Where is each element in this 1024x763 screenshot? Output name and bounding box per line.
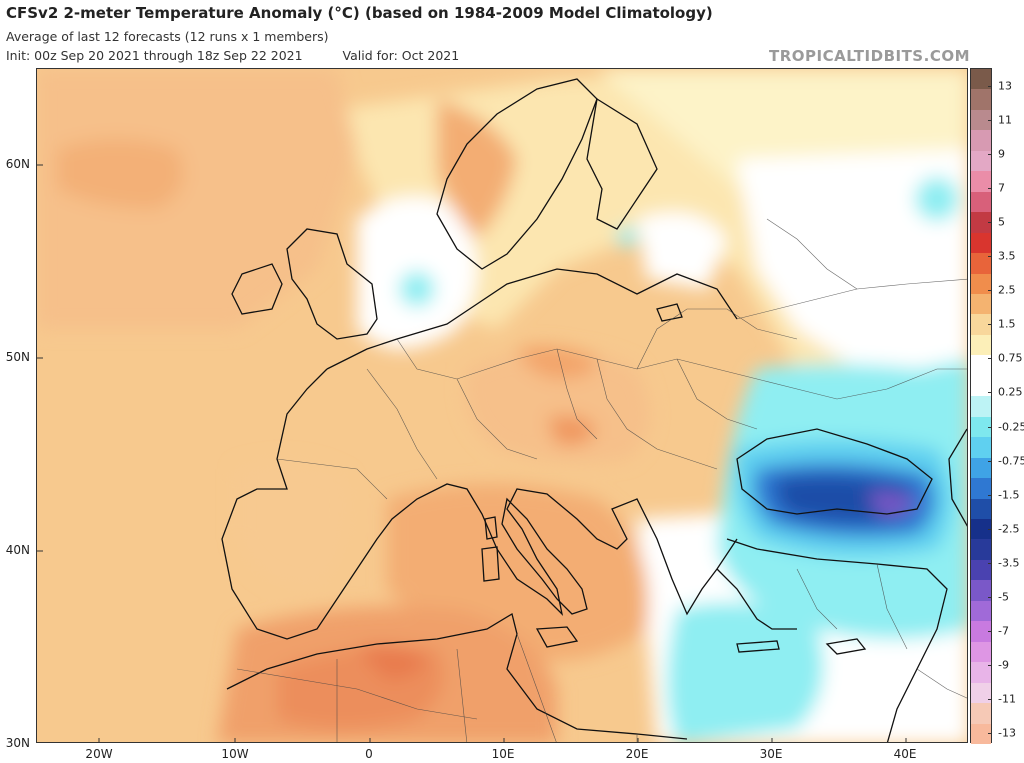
colorbar-label: -9 bbox=[998, 658, 1009, 672]
colorbar-label: -13 bbox=[998, 726, 1016, 740]
anomaly-shading bbox=[37, 69, 967, 742]
colorbar-segment bbox=[971, 212, 991, 234]
colorbar-segment bbox=[971, 334, 991, 356]
borders bbox=[236, 218, 967, 742]
lon-label-0: 0 bbox=[365, 747, 373, 761]
colorbar-segment bbox=[971, 130, 991, 152]
colorbar-segment bbox=[971, 69, 991, 90]
colorbar-segment bbox=[971, 559, 991, 581]
colorbar-label: -1.5 bbox=[998, 488, 1020, 502]
colorbar-segment bbox=[971, 273, 991, 295]
colorbar-segment bbox=[971, 191, 991, 213]
map-canvas bbox=[37, 69, 967, 742]
colorbar-label: 0.75 bbox=[998, 351, 1023, 365]
colorbar-tick bbox=[988, 494, 992, 496]
colorbar-tick bbox=[988, 358, 992, 360]
colorbar-segment bbox=[971, 171, 991, 193]
colorbar-tick bbox=[988, 664, 992, 666]
lon-label-30e: 30E bbox=[759, 747, 783, 761]
colorbar-segment bbox=[971, 621, 991, 643]
colorbar-segment bbox=[971, 375, 991, 397]
colorbar-segment bbox=[971, 416, 991, 438]
colorbar-segment bbox=[971, 498, 991, 520]
colorbar-tick bbox=[988, 256, 992, 258]
lon-label-20w: 20W bbox=[85, 747, 113, 761]
colorbar-tick bbox=[988, 86, 992, 87]
colorbar-segment bbox=[971, 600, 991, 622]
chart-title: CFSv2 2-meter Temperature Anomaly (°C) (… bbox=[6, 4, 713, 22]
colorbar-tick bbox=[988, 426, 992, 428]
lat-label-60n: 60N bbox=[5, 157, 30, 171]
lon-label-10w: 10W bbox=[221, 747, 249, 761]
colorbar-label: 13 bbox=[998, 79, 1012, 93]
colorbar-segment bbox=[971, 109, 991, 131]
colorbar-label: -2.5 bbox=[998, 522, 1020, 536]
colorbar bbox=[970, 68, 992, 745]
colorbar-label: -7 bbox=[998, 624, 1009, 638]
colorbar-segment bbox=[971, 539, 991, 561]
colorbar-segment bbox=[971, 232, 991, 254]
colorbar-segment bbox=[971, 580, 991, 602]
colorbar-label: -0.75 bbox=[998, 454, 1024, 468]
lat-label-50n: 50N bbox=[5, 350, 30, 364]
colorbar-label: -11 bbox=[998, 692, 1016, 706]
colorbar-segment bbox=[971, 519, 991, 540]
colorbar-tick bbox=[988, 596, 992, 598]
colorbar-segment bbox=[971, 253, 991, 275]
colorbar-tick bbox=[988, 562, 992, 564]
colorbar-tick bbox=[988, 460, 992, 462]
colorbar-segment bbox=[971, 478, 991, 500]
brand-watermark: TROPICALTIDBITS.COM bbox=[769, 47, 970, 65]
colorbar-label: 3.5 bbox=[998, 249, 1016, 263]
colorbar-segment bbox=[971, 662, 991, 684]
colorbar-segment bbox=[971, 150, 991, 172]
colorbar-label: 2.5 bbox=[998, 283, 1016, 297]
lat-label-40n: 40N bbox=[5, 543, 30, 557]
colorbar-tick bbox=[988, 290, 992, 292]
colorbar-label: 0.25 bbox=[998, 385, 1023, 399]
colorbar-label: 9 bbox=[998, 147, 1005, 161]
colorbar-segment bbox=[971, 682, 991, 704]
lat-label-30n: 30N bbox=[5, 736, 30, 750]
colorbar-segment bbox=[971, 703, 991, 725]
colorbar-tick bbox=[988, 120, 992, 122]
colorbar-segment bbox=[971, 641, 991, 663]
colorbar-tick bbox=[988, 154, 992, 156]
colorbar-tick bbox=[988, 222, 992, 224]
colorbar-segment bbox=[971, 723, 991, 745]
colorbar-tick bbox=[988, 733, 992, 734]
coastlines bbox=[221, 78, 967, 742]
colorbar-tick bbox=[988, 528, 992, 530]
colorbar-segment bbox=[971, 457, 991, 479]
init-valid-line: Init: 00z Sep 20 2021 through 18z Sep 22… bbox=[6, 48, 459, 63]
colorbar-segment bbox=[971, 396, 991, 418]
colorbar-tick bbox=[988, 698, 992, 700]
colorbar-segment bbox=[971, 314, 991, 336]
colorbar-label: 1.5 bbox=[998, 317, 1016, 331]
colorbar-segment bbox=[971, 294, 991, 315]
graticule-ticks bbox=[37, 164, 907, 742]
lon-label-10e: 10E bbox=[491, 747, 515, 761]
init-text: Init: 00z Sep 20 2021 through 18z Sep 22… bbox=[6, 48, 303, 63]
colorbar-segment bbox=[971, 355, 991, 377]
colorbar-tick bbox=[988, 392, 992, 394]
colorbar-tick bbox=[988, 188, 992, 190]
colorbar-label: 11 bbox=[998, 113, 1012, 127]
colorbar-tick bbox=[988, 324, 992, 326]
valid-text: Valid for: Oct 2021 bbox=[342, 48, 460, 63]
colorbar-label: 7 bbox=[998, 181, 1005, 195]
lon-label-40e: 40E bbox=[893, 747, 917, 761]
colorbar-label: -3.5 bbox=[998, 556, 1020, 570]
anomaly-map bbox=[36, 68, 968, 743]
colorbar-label: -5 bbox=[998, 590, 1009, 604]
colorbar-segment bbox=[971, 437, 991, 459]
colorbar-label: -0.25 bbox=[998, 420, 1024, 434]
lon-label-20e: 20E bbox=[625, 747, 649, 761]
colorbar-label: 5 bbox=[998, 215, 1005, 229]
colorbar-tick bbox=[988, 630, 992, 632]
chart-subtitle: Average of last 12 forecasts (12 runs x … bbox=[6, 29, 329, 44]
colorbar-segment bbox=[971, 89, 991, 111]
